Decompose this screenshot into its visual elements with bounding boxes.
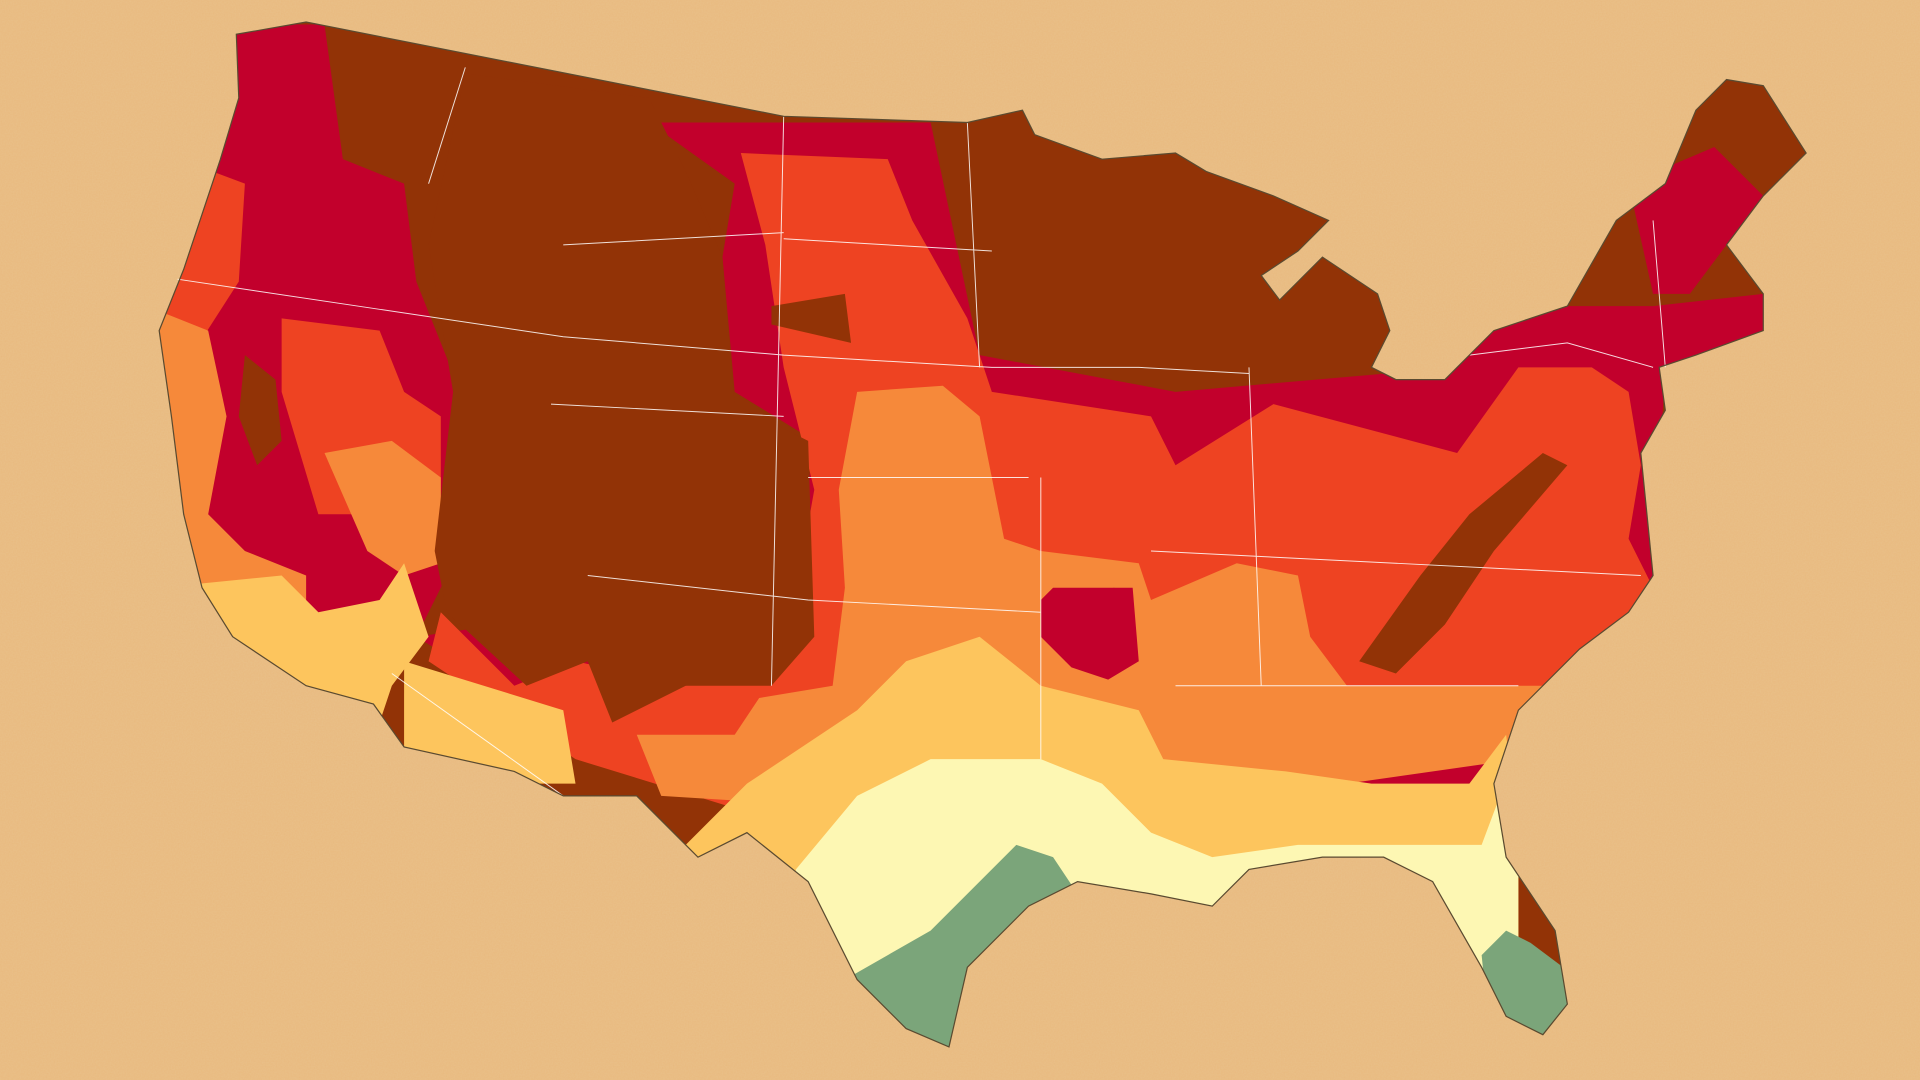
zone-dark-brown (428, 73, 815, 723)
state-borders (177, 67, 1666, 797)
zone-crimson (1040, 587, 1139, 680)
zone-orange (324, 440, 441, 576)
us-outline (158, 21, 1807, 1048)
zone-dark-brown (771, 293, 852, 343)
state-border (177, 67, 1666, 797)
zone-yellow (404, 661, 576, 784)
zone-dark-brown (1359, 453, 1568, 674)
zone-green (844, 844, 1078, 1047)
zone-dark-brown (238, 355, 282, 466)
